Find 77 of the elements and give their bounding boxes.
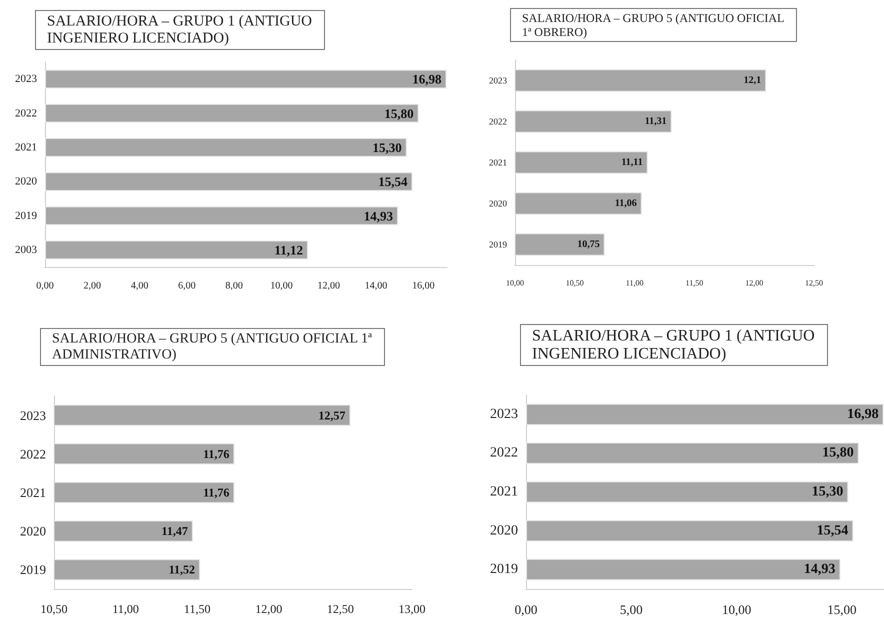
- x-tick-label: 16,00: [412, 280, 435, 292]
- x-tick-label: 2,00: [84, 280, 102, 292]
- y-tick-label: 2019: [20, 562, 46, 578]
- data-label: 12,57: [318, 408, 346, 422]
- data-label: 16,98: [847, 406, 879, 422]
- x-tick-label: 11,00: [626, 278, 644, 288]
- data-label: 15,30: [372, 140, 402, 155]
- data-label: 11,47: [162, 524, 188, 538]
- data-label: 15,30: [812, 484, 844, 500]
- data-label: 16,98: [412, 72, 442, 87]
- bar: [45, 70, 447, 88]
- data-label: 11,52: [168, 562, 196, 577]
- data-label: 10,75: [577, 239, 600, 250]
- bar: [45, 104, 419, 123]
- chart-title: SALARIO/HORA – GRUPO 1 (ANTIGUO INGENIERO LICENCIADO): [532, 328, 815, 362]
- x-tick-label: 6,00: [178, 280, 196, 292]
- x-tick-label: 13,00: [398, 602, 426, 616]
- y-tick-label: 2019: [490, 562, 518, 578]
- y-tick-label: 2023: [15, 73, 38, 86]
- chart-title: SALARIO/HORA – GRUPO 5 (ANTIGUO OFICIAL 1ª OBRERO): [522, 11, 784, 39]
- x-tick-label: 11,00: [112, 602, 139, 616]
- bar: [45, 172, 412, 191]
- x-tick-label: 11,50: [184, 602, 210, 616]
- x-tick-label: 12,50: [326, 602, 354, 616]
- x-tick-label: 5,00: [620, 602, 643, 617]
- x-tick-label: 10,50: [40, 602, 68, 616]
- y-tick-label: 2019: [15, 210, 38, 222]
- data-label: 11,31: [644, 116, 667, 127]
- data-label: 15,54: [378, 174, 408, 190]
- y-tick-label: 2003: [15, 244, 38, 256]
- x-tick-label: 11,50: [686, 278, 704, 288]
- x-tick-label: 0,00: [36, 280, 54, 292]
- x-tick-label: 0,00: [514, 602, 538, 617]
- data-label: 15,54: [816, 523, 848, 538]
- x-tick-label: 10,00: [270, 280, 293, 292]
- y-tick-label: 2020: [489, 198, 508, 208]
- data-label: 14,93: [804, 562, 836, 578]
- y-tick-label: 2020: [20, 524, 46, 539]
- y-tick-label: 2021: [20, 485, 46, 500]
- y-tick-label: 2022: [489, 116, 507, 126]
- y-tick-label: 2023: [20, 408, 46, 423]
- x-tick-label: 12,00: [745, 278, 764, 288]
- data-label: 11,76: [203, 486, 230, 500]
- y-tick-label: 2021: [15, 141, 37, 154]
- x-tick-label: 10,00: [722, 602, 752, 617]
- data-label: 11,11: [621, 157, 643, 168]
- bar: [45, 240, 308, 260]
- data-label: 11,12: [274, 242, 303, 258]
- y-tick-label: 2023: [489, 76, 508, 86]
- data-label: 11,06: [614, 198, 637, 209]
- y-tick-label: 2022: [15, 107, 37, 120]
- x-tick-label: 10,00: [506, 278, 524, 288]
- x-tick-label: 4,00: [130, 280, 148, 292]
- data-label: 12,1: [744, 75, 762, 86]
- x-tick-label: 14,00: [364, 280, 388, 292]
- x-tick-label: 8,00: [225, 280, 243, 292]
- x-tick-label: 10,50: [566, 278, 584, 288]
- x-tick-label: 15,00: [827, 602, 857, 617]
- x-tick-label: 12,50: [805, 278, 823, 288]
- bar: [45, 206, 398, 226]
- y-tick-label: 2021: [489, 158, 507, 168]
- y-tick-label: 2019: [489, 240, 508, 250]
- data-label: 15,80: [822, 446, 854, 461]
- y-tick-label: 2020: [490, 523, 518, 538]
- x-tick-label: 12,00: [255, 602, 282, 616]
- data-label: 11,76: [203, 446, 230, 461]
- x-tick-label: 12,00: [318, 280, 340, 292]
- data-label: 15,80: [384, 106, 414, 121]
- data-label: 14,93: [364, 208, 394, 224]
- y-tick-label: 2023: [490, 406, 518, 422]
- chart-title: SALARIO/HORA – GRUPO 1 (ANTIGUO INGENIERO LICENCIADO): [47, 14, 312, 46]
- y-tick-label: 2022: [490, 446, 518, 461]
- y-tick-label: 2021: [490, 484, 518, 500]
- y-tick-label: 2020: [15, 176, 38, 188]
- y-tick-label: 2022: [20, 446, 46, 462]
- chart-title: SALARIO/HORA – GRUPO 5 (ANTIGUO OFICIAL 1ª ADMINISTRATIVO): [52, 332, 372, 362]
- bar: [45, 138, 407, 157]
